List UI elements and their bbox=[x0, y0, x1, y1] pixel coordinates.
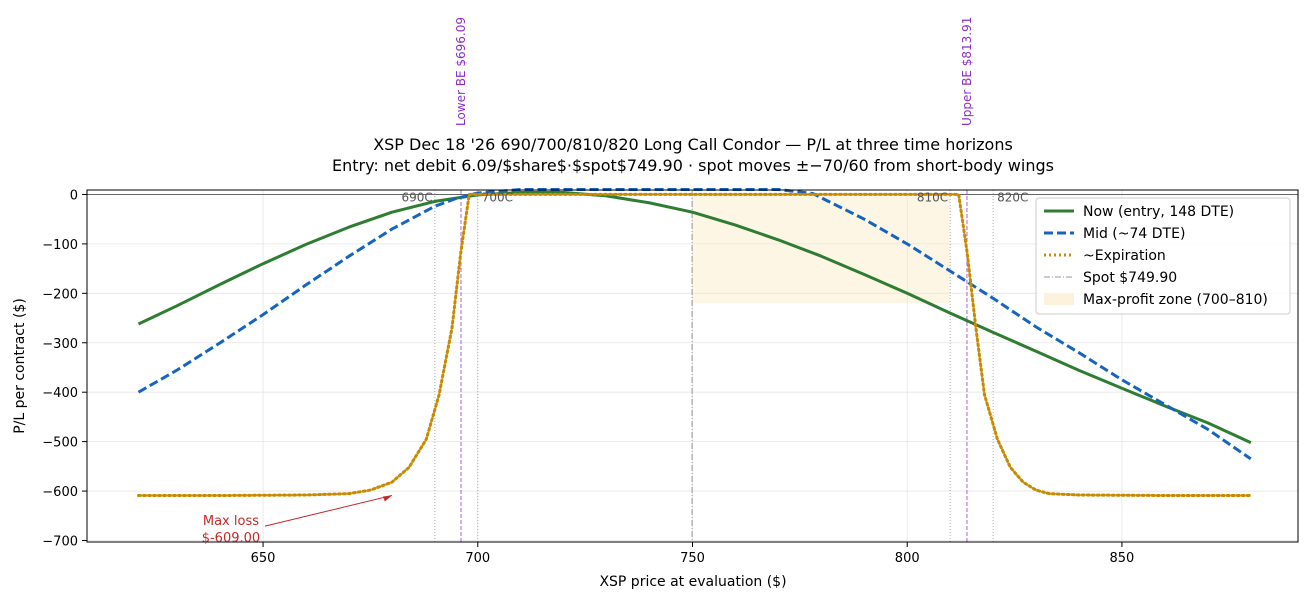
strike-label: 700C bbox=[482, 190, 513, 204]
legend-box bbox=[1035, 197, 1291, 315]
legend-label: Max-profit zone (700–810) bbox=[1083, 292, 1268, 308]
series-line-3 bbox=[137, 192, 1253, 497]
legend: Now (entry, 148 DTE) Mid (~74 DTE) ~Expira… bbox=[1035, 197, 1291, 315]
strike-label: 820C bbox=[997, 190, 1028, 204]
strike-label: 690C bbox=[402, 190, 433, 204]
legend-label: Now (entry, 148 DTE) bbox=[1083, 204, 1234, 220]
x-tick-label: 650 bbox=[251, 551, 276, 566]
legend-label: Mid (~74 DTE) bbox=[1083, 226, 1185, 242]
x-tick-label: 700 bbox=[465, 551, 490, 566]
y-tick-label: −500 bbox=[42, 436, 78, 451]
axes-layer: 650 700 750 800 850 0 −100 −200 −300 −400 −500 −600… bbox=[42, 188, 1299, 566]
strike-label: 810C bbox=[917, 190, 948, 204]
chart-subtitle: Entry: net debit 6.09/$share$·$spot$749.… bbox=[332, 156, 1054, 175]
chart-title: XSP Dec 18 '26 690/700/810/820 Long Call… bbox=[373, 135, 1013, 154]
x-tick-label: 800 bbox=[895, 551, 920, 566]
max-profit-zone bbox=[692, 194, 951, 304]
annotation-text-line2: $-609.00 bbox=[202, 531, 260, 546]
annotation-text-line1: Max loss bbox=[203, 514, 259, 529]
x-tick-label: 850 bbox=[1110, 551, 1135, 566]
series-line-1 bbox=[137, 191, 1252, 444]
max-profit-zone-layer bbox=[692, 194, 951, 304]
legend-label: Spot $749.90 bbox=[1083, 270, 1177, 286]
annotation-layer: Max loss $-609.00 bbox=[202, 495, 393, 546]
legend-swatch bbox=[1044, 293, 1074, 305]
y-tick-label: −600 bbox=[42, 485, 78, 500]
annotation-arrowhead bbox=[382, 495, 392, 502]
breakeven-label: Upper BE $813.91 bbox=[960, 17, 974, 126]
y-tick-label: −700 bbox=[42, 535, 78, 550]
y-tick-label: −100 bbox=[42, 238, 78, 253]
breakeven-label: Lower BE $696.09 bbox=[454, 17, 468, 126]
y-axis-label: P/L per contract ($) bbox=[12, 298, 28, 434]
x-tick-label: 750 bbox=[680, 551, 705, 566]
reference-labels-layer: 690C 700C 810C 820C Lower BE $696.09 Upper BE… bbox=[402, 17, 1029, 205]
y-tick-label: −400 bbox=[42, 386, 78, 401]
x-axis-label: XSP price at evaluation ($) bbox=[599, 574, 786, 590]
y-tick-label: 0 bbox=[70, 188, 78, 203]
legend-label: ~Expiration bbox=[1083, 248, 1166, 264]
annotation-arrow bbox=[264, 495, 393, 527]
y-tick-label: −300 bbox=[42, 337, 78, 352]
y-tick-label: −200 bbox=[42, 287, 78, 302]
